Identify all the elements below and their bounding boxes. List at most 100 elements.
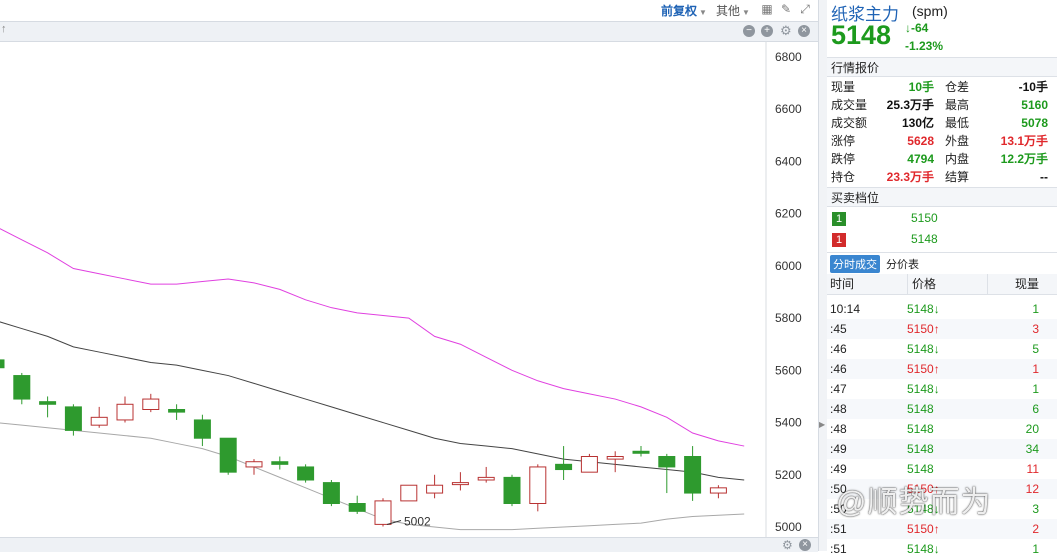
quote-value: -10手 <box>1018 80 1048 94</box>
kline-chart[interactable]: 6800 6600 6400 6200 6000 5800 5600 5400 5200 5000… <box>0 41 818 537</box>
tick-time: :48 <box>830 402 847 416</box>
watermark: @顺势而为 <box>836 486 992 519</box>
candle <box>348 495 366 514</box>
quote-label: 成交量 <box>831 98 868 112</box>
minus-icon[interactable]: − <box>743 25 755 37</box>
low-annotation-label: 5002 <box>404 514 431 528</box>
tick-direction-icon: ↓ <box>933 382 940 396</box>
chart-header-bar: ↑ − + ⚙ × <box>0 21 818 42</box>
tick-time: :51 <box>830 542 847 556</box>
tick-price-value: 5148 <box>907 462 934 476</box>
candle <box>90 406 108 428</box>
tick-volume: 3 <box>1032 502 1039 516</box>
tick-price-value: 5148 <box>907 502 934 516</box>
quote-value: 13.1万手 <box>1000 134 1048 148</box>
tab-time-sales[interactable]: 分时成交 <box>830 255 880 273</box>
tick-price: 5148 <box>907 459 934 479</box>
price-tick-label: 6000 <box>775 259 802 273</box>
low-annotation: 5002 <box>386 514 431 528</box>
price-tick-label: 5000 <box>775 520 802 534</box>
tick-volume: 3 <box>1032 322 1039 336</box>
tick-volume: 1 <box>1032 382 1039 396</box>
quote-panel: 纸浆主力 (spm) 5148 ↓-64 -1.23% 行情报价 现量 10手 仓差… <box>827 0 1057 556</box>
tab-price-table[interactable]: 分价表 <box>886 259 919 271</box>
price-tick-label: 5800 <box>775 311 802 325</box>
tick-volume: 12 <box>1025 482 1039 496</box>
tick-volume: 2 <box>1032 522 1039 536</box>
adjust-label: 前复权 <box>661 4 698 18</box>
arrow-up-icon: ↑ <box>1 23 7 35</box>
quote-label: 现量 <box>831 80 856 94</box>
price-tick-label: 5600 <box>775 363 802 377</box>
tick-row: :50 5150↑ 12 <box>827 479 1057 499</box>
quote-row: 现量 10手 仓差 -10手 <box>827 78 1057 96</box>
tick-price-value: 5150 <box>907 322 934 336</box>
candle-body <box>529 466 547 505</box>
candle <box>555 446 573 480</box>
candle <box>606 451 624 473</box>
chart-footer-bar: ⚙ × <box>0 537 818 552</box>
tick-direction-icon: ↓ <box>933 342 940 356</box>
candle <box>64 404 82 436</box>
quote-value: 130亿 <box>901 116 934 130</box>
gear-icon[interactable]: ⚙ <box>780 23 792 38</box>
quote-label: 仓差 <box>945 80 970 94</box>
buy-price: 5148 <box>911 232 938 246</box>
tick-volume: 5 <box>1032 342 1039 356</box>
draw-pen-icon[interactable]: ✎ <box>780 2 792 16</box>
ticks-header: 时间 价格 现量 <box>827 274 1057 295</box>
tick-price-value: 5148 <box>907 442 934 456</box>
plus-icon[interactable]: + <box>761 25 773 37</box>
tick-time: :49 <box>830 462 847 476</box>
tick-price-value: 5150 <box>907 522 934 536</box>
fullscreen-icon[interactable]: ⤢ <box>800 2 810 16</box>
close-icon[interactable]: × <box>798 25 810 37</box>
tick-direction-icon: ↓ <box>933 502 940 516</box>
price-change: ↓-64 <box>905 21 928 35</box>
candle <box>39 396 57 418</box>
candle <box>709 485 727 499</box>
price-change-pct: -1.23% <box>905 39 944 53</box>
candles <box>0 359 727 527</box>
tick-volume: 1 <box>1032 362 1039 376</box>
candle-body <box>245 461 263 468</box>
grid-icon[interactable]: ▦ <box>761 2 773 16</box>
tick-time: :45 <box>830 322 847 336</box>
chevron-down-icon: ▼ <box>699 8 707 17</box>
last-price: 5148 <box>831 20 892 50</box>
candle <box>322 480 340 507</box>
adjust-dropdown[interactable]: 前复权 ▼ <box>661 2 707 19</box>
kline-chart-svg: 6800 6600 6400 6200 6000 5800 5600 5400 5200 5000… <box>0 41 802 537</box>
quote-row: 成交额 130亿 最低 5078 <box>827 114 1057 132</box>
close-icon[interactable]: × <box>799 539 811 551</box>
candle-body <box>142 398 160 410</box>
candle-body <box>555 463 573 471</box>
candle <box>632 446 650 457</box>
candle-body <box>374 500 392 525</box>
ma-line-mid <box>0 321 745 481</box>
other-label: 其他 <box>716 4 741 18</box>
tick-time: :50 <box>830 502 847 516</box>
candle <box>529 464 547 512</box>
tick-volume: 34 <box>1025 442 1039 456</box>
other-dropdown[interactable]: 其他 ▼ <box>716 2 750 19</box>
gear-icon[interactable]: ⚙ <box>782 538 793 552</box>
ma-line-short <box>0 228 745 447</box>
collapse-arrow-icon[interactable]: ▶ <box>819 420 826 429</box>
price-tick-label: 6200 <box>775 207 802 221</box>
candle <box>116 396 134 423</box>
candle-body <box>297 466 315 481</box>
chevron-down-icon: ▼ <box>742 8 750 17</box>
candle-body <box>503 476 521 504</box>
candle-body <box>426 484 444 494</box>
price-tick-label: 6400 <box>775 154 802 168</box>
tick-row: :47 5148↓ 1 <box>827 379 1057 399</box>
tick-row: 10:14 5148↓ 1 <box>827 299 1057 319</box>
price-tick-label: 5200 <box>775 468 802 482</box>
tick-direction-icon: ↑ <box>933 362 940 376</box>
candle <box>684 446 702 501</box>
tick-price-value: 5148 <box>907 542 934 556</box>
price-tick-label: 6800 <box>775 50 802 64</box>
candle-body <box>219 437 237 473</box>
quote-label: 结算 <box>945 170 970 184</box>
